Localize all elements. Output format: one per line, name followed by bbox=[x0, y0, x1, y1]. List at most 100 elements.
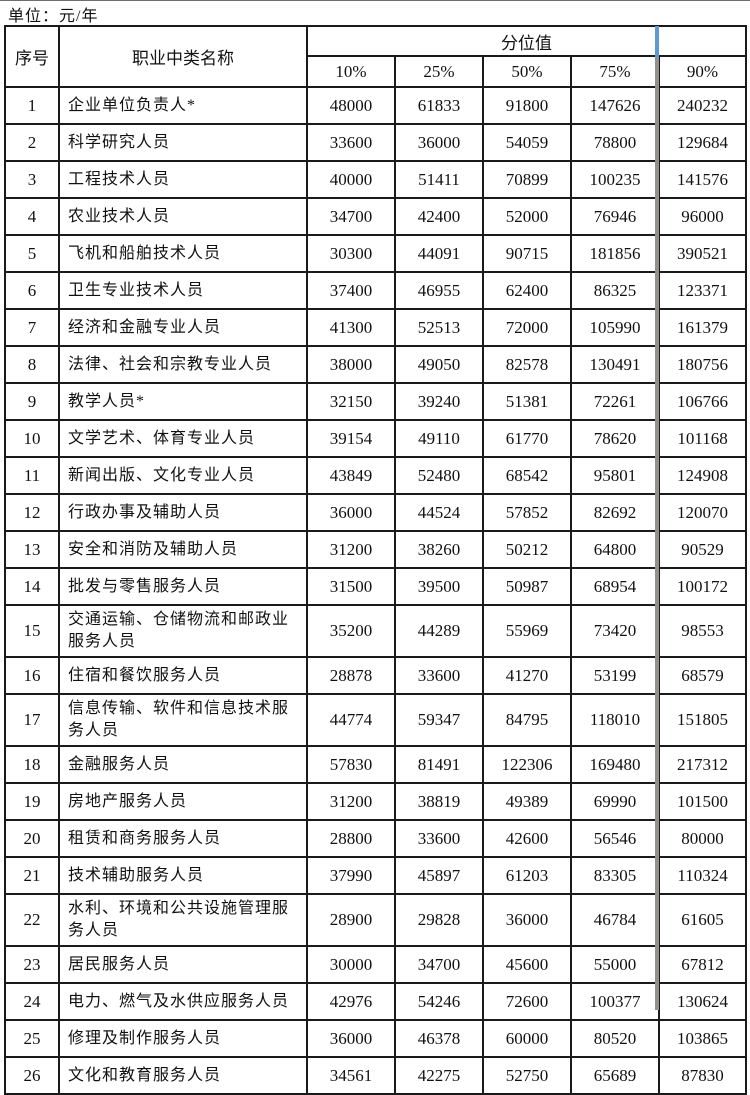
row-percentile-value: 106766 bbox=[657, 382, 748, 421]
row-serial: 3 bbox=[4, 160, 60, 199]
row-percentile-value: 51381 bbox=[482, 382, 572, 421]
row-percentile-value: 68542 bbox=[482, 456, 572, 495]
row-percentile-value: 42400 bbox=[394, 197, 484, 236]
row-percentile-value: 57852 bbox=[482, 493, 572, 532]
row-percentile-value: 54059 bbox=[482, 123, 572, 162]
row-percentile-value: 217312 bbox=[657, 745, 748, 784]
row-serial: 22 bbox=[4, 893, 60, 947]
column-guide-gray-segment bbox=[655, 58, 659, 1010]
row-serial: 2 bbox=[4, 123, 60, 162]
row-percentile-value: 181856 bbox=[570, 234, 660, 273]
table-row: 4 农业技术人员 34700 42400 52000 76946 96000 bbox=[4, 197, 748, 236]
row-percentile-value: 130491 bbox=[570, 345, 660, 384]
row-percentile-value: 61833 bbox=[394, 86, 484, 125]
row-serial: 11 bbox=[4, 456, 60, 495]
table-row: 3 工程技术人员 40000 51411 70899 100235 141576 bbox=[4, 160, 748, 199]
row-percentile-value: 141576 bbox=[657, 160, 748, 199]
row-percentile-value: 52513 bbox=[394, 308, 484, 347]
header-row-2: 10% 25% 50% 75% 90% bbox=[5, 55, 748, 88]
table-row: 25 修理及制作服务人员 36000 46378 60000 80520 103865 bbox=[4, 1019, 748, 1058]
row-percentile-value: 62400 bbox=[482, 271, 572, 310]
row-percentile-value: 100235 bbox=[570, 160, 660, 199]
row-percentile-value: 45600 bbox=[482, 945, 572, 984]
row-percentile-value: 42275 bbox=[394, 1056, 484, 1095]
table-body: 1 企业单位负责人* 48000 61833 91800 147626 240232 2 科学研… bbox=[4, 86, 748, 1095]
row-percentile-value: 103865 bbox=[657, 1019, 748, 1058]
row-occupation-name: 飞机和船舶技术人员 bbox=[58, 234, 308, 273]
row-percentile-value: 101500 bbox=[657, 782, 748, 821]
row-percentile-value: 41300 bbox=[306, 308, 396, 347]
row-percentile-value: 49389 bbox=[482, 782, 572, 821]
row-percentile-value: 44524 bbox=[394, 493, 484, 532]
row-percentile-value: 39500 bbox=[394, 567, 484, 606]
row-percentile-value: 52000 bbox=[482, 197, 572, 236]
row-percentile-value: 32150 bbox=[306, 382, 396, 421]
row-occupation-name: 教学人员* bbox=[58, 382, 308, 421]
row-percentile-value: 38260 bbox=[394, 530, 484, 569]
row-percentile-value: 44091 bbox=[394, 234, 484, 273]
row-occupation-name: 科学研究人员 bbox=[58, 123, 308, 162]
row-percentile-value: 49110 bbox=[394, 419, 484, 458]
header-percentile-50: 50% bbox=[482, 55, 572, 88]
row-serial: 8 bbox=[4, 345, 60, 384]
row-percentile-value: 82578 bbox=[482, 345, 572, 384]
table-row: 17 信息传输、软件和信息技术服务人员 44774 59347 84795 118010 1… bbox=[4, 693, 748, 747]
row-percentile-value: 98553 bbox=[657, 604, 748, 658]
row-percentile-value: 48000 bbox=[306, 86, 396, 125]
row-percentile-value: 33600 bbox=[394, 819, 484, 858]
table-row: 5 飞机和船舶技术人员 30300 44091 90715 181856 390521 bbox=[4, 234, 748, 273]
row-percentile-value: 73420 bbox=[570, 604, 660, 658]
row-percentile-value: 83305 bbox=[570, 856, 660, 895]
row-percentile-value: 50212 bbox=[482, 530, 572, 569]
row-percentile-value: 44289 bbox=[394, 604, 484, 658]
row-percentile-value: 123371 bbox=[657, 271, 748, 310]
row-percentile-value: 42600 bbox=[482, 819, 572, 858]
wage-percentile-table: 序号 职业中类名称 分位值 10% 25% 50% 75% 90% 1 企业单位负… bbox=[4, 25, 748, 1095]
table-row: 2 科学研究人员 33600 36000 54059 78800 129684 bbox=[4, 123, 748, 162]
row-occupation-name: 电力、燃气及水供应服务人员 bbox=[58, 982, 308, 1021]
row-percentile-value: 86325 bbox=[570, 271, 660, 310]
row-percentile-value: 110324 bbox=[657, 856, 748, 895]
row-percentile-value: 390521 bbox=[657, 234, 748, 273]
row-occupation-name: 交通运输、仓储物流和邮政业服务人员 bbox=[58, 604, 308, 658]
row-percentile-value: 68579 bbox=[657, 656, 748, 695]
row-percentile-value: 84795 bbox=[482, 693, 572, 747]
table-row: 14 批发与零售服务人员 31500 39500 50987 68954 100172 bbox=[4, 567, 748, 606]
row-serial: 19 bbox=[4, 782, 60, 821]
row-percentile-value: 30000 bbox=[306, 945, 396, 984]
row-percentile-value: 31200 bbox=[306, 530, 396, 569]
row-occupation-name: 法律、社会和宗教专业人员 bbox=[58, 345, 308, 384]
row-serial: 18 bbox=[4, 745, 60, 784]
row-percentile-value: 78800 bbox=[570, 123, 660, 162]
row-percentile-value: 124908 bbox=[657, 456, 748, 495]
row-serial: 9 bbox=[4, 382, 60, 421]
row-serial: 1 bbox=[4, 86, 60, 125]
row-percentile-value: 72261 bbox=[570, 382, 660, 421]
header-percentile-75: 75% bbox=[570, 55, 660, 88]
row-percentile-value: 59347 bbox=[394, 693, 484, 747]
row-occupation-name: 金融服务人员 bbox=[58, 745, 308, 784]
table-row: 13 安全和消防及辅助人员 31200 38260 50212 64800 90529 bbox=[4, 530, 748, 569]
row-percentile-value: 80000 bbox=[657, 819, 748, 858]
row-occupation-name: 安全和消防及辅助人员 bbox=[58, 530, 308, 569]
row-percentile-value: 180756 bbox=[657, 345, 748, 384]
row-percentile-value: 28878 bbox=[306, 656, 396, 695]
table-row: 9 教学人员* 32150 39240 51381 72261 106766 bbox=[4, 382, 748, 421]
row-percentile-value: 38819 bbox=[394, 782, 484, 821]
row-percentile-value: 61203 bbox=[482, 856, 572, 895]
row-occupation-name: 新闻出版、文化专业人员 bbox=[58, 456, 308, 495]
row-percentile-value: 80520 bbox=[570, 1019, 660, 1058]
row-serial: 24 bbox=[4, 982, 60, 1021]
row-serial: 6 bbox=[4, 271, 60, 310]
row-occupation-name: 农业技术人员 bbox=[58, 197, 308, 236]
table-row: 11 新闻出版、文化专业人员 43849 52480 68542 95801 124908 bbox=[4, 456, 748, 495]
row-percentile-value: 100377 bbox=[570, 982, 660, 1021]
header-serial: 序号 bbox=[4, 25, 60, 88]
row-percentile-value: 30300 bbox=[306, 234, 396, 273]
row-percentile-value: 101168 bbox=[657, 419, 748, 458]
row-percentile-value: 41270 bbox=[482, 656, 572, 695]
row-percentile-value: 36000 bbox=[306, 1019, 396, 1058]
table-row: 1 企业单位负责人* 48000 61833 91800 147626 240232 bbox=[4, 86, 748, 125]
table-header: 序号 职业中类名称 分位值 10% 25% 50% 75% 90% bbox=[4, 25, 748, 88]
table-row: 21 技术辅助服务人员 37990 45897 61203 83305 110324 bbox=[4, 856, 748, 895]
